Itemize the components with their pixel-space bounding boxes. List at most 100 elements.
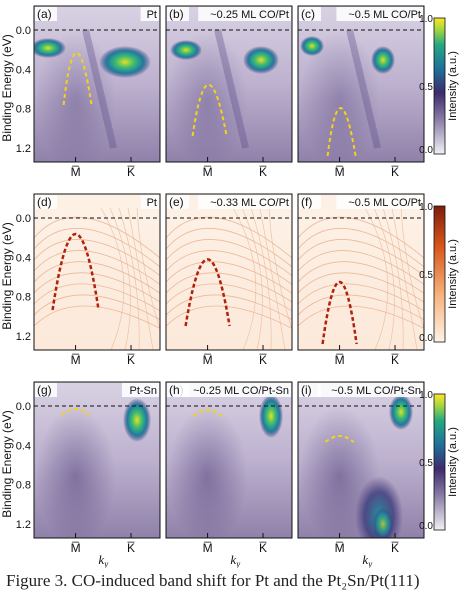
band-line [298,283,424,312]
band-line [298,228,424,268]
band-line [166,228,292,268]
band-line [118,207,140,350]
title-background [140,195,159,209]
colorbar-label: Intensity (a.u.) [447,427,459,497]
title-background [198,7,291,21]
panel-image [34,6,160,162]
title-background [198,195,291,209]
title-background [179,383,291,397]
band-guide-dashed [184,258,231,327]
x-tick-label: M̅ [335,541,345,555]
colorbar-scale [433,393,446,531]
panel-title: ~0.5 ML CO/Pt-Sn [331,385,421,397]
panel-frame [165,5,293,163]
x-tick-label: K̅ [127,353,135,367]
band-line [34,272,160,303]
band-line [298,272,424,303]
panel-image [34,382,160,538]
band-line [166,283,292,312]
panel-image [34,194,160,350]
band-line [373,207,395,350]
panel-image [166,382,292,538]
panel-tag: (a) [37,7,52,21]
colorbar: 1.0 0.5 0.0 Intensity (a.u.) [419,14,459,156]
y-tick-label: 0.8 [16,292,31,304]
y-axis-label: Binding Energy (eV) [0,410,14,517]
panel-image [166,6,292,162]
colorbar-tick: 0.5 [419,82,433,93]
panel-image [166,194,292,350]
tag-background [35,7,57,21]
y-tick-label: 1.2 [16,143,31,155]
panel-d: (d) Pt M̅ K̅ [33,193,161,367]
title-background [317,383,423,397]
band-line [241,207,263,350]
colorbar-tick: 1.0 [419,14,433,25]
band-line [382,207,404,350]
band-line [166,239,292,276]
tag-background [167,195,189,209]
band-line [34,250,160,285]
band-line [136,207,160,331]
x-tick-label: K̅ [259,353,267,367]
band-guide-dashed [192,409,223,417]
x-tick-label: K̅ [127,165,135,179]
panel-frame [297,5,425,163]
panel-frame [33,381,161,539]
x-tick-label: K̅ [259,541,267,555]
colorbar-tick: 0.0 [419,333,433,344]
band-guide-dashed [321,280,358,345]
x-tick-label: K̅ [259,165,267,179]
band-line [166,272,292,303]
band-streak [346,29,381,149]
intensity-hotspot [243,46,280,74]
panel-b: (b) ~0.25 ML CO/Pt M̅ K̅ [165,5,293,179]
intensity-hotspot [389,394,414,430]
y-tick-label: 0.8 [16,480,31,492]
panel-tag: (f) [301,195,312,209]
band-line [34,294,160,320]
x-tick-label: M̅ [335,353,345,367]
x-tick-label: M̅ [335,165,345,179]
x-tick-label: K̅ [127,541,135,555]
x-tick-label: M̅ [203,541,213,555]
panel-layer: (a) Pt M̅ K̅ (b) ~0.25 ML CO/Pt M̅ K̅ (c) ~0.5 ML… [33,5,425,568]
figure-caption: Figure 3. CO-induced band shift for Pt a… [6,571,420,590]
colorbar-label: Intensity (a.u.) [447,51,459,121]
panel-tag: (i) [301,383,312,397]
colorbar-tick: 1.0 [419,202,433,213]
y-tick-label: 1.2 [16,331,31,343]
panel-tag: (b) [169,7,184,21]
x-axis-label: ky [98,552,108,568]
panel-image [298,382,424,538]
band-line [232,207,257,350]
y-tick-label: 0.4 [16,252,31,264]
band-line [166,250,292,285]
band-line [400,207,424,331]
y-tick-label: 0.0 [16,213,31,225]
band-line [100,207,125,350]
colorbar-tick: 0.0 [419,145,433,156]
x-tick-label: M̅ [203,353,213,367]
tag-background [35,383,57,397]
panel-i: (i) ~0.5 ML CO/Pt-Sn M̅ K̅ ky [297,381,425,568]
x-tick-label: K̅ [391,541,399,555]
panel-title: ~0.5 ML CO/Pt [348,9,421,21]
panel-title: Pt [147,9,157,21]
tag-background [299,7,321,21]
band-guide-dashed [51,233,100,311]
title-background [336,7,423,21]
panel-a: (a) Pt M̅ K̅ [33,5,161,179]
panel-title: ~0.5 ML CO/Pt [348,197,421,209]
band-line [298,250,424,285]
panel-title: Pt [147,197,157,209]
band-line [298,239,424,276]
panel-title: ~0.25 ML CO/Pt-Sn [193,385,289,397]
panel-title: ~0.33 ML CO/Pt [210,197,289,209]
panel-c: (c) ~0.5 ML CO/Pt M̅ K̅ [297,5,425,179]
band-line [34,283,160,312]
band-shading [167,406,248,538]
tag-background [35,195,57,209]
